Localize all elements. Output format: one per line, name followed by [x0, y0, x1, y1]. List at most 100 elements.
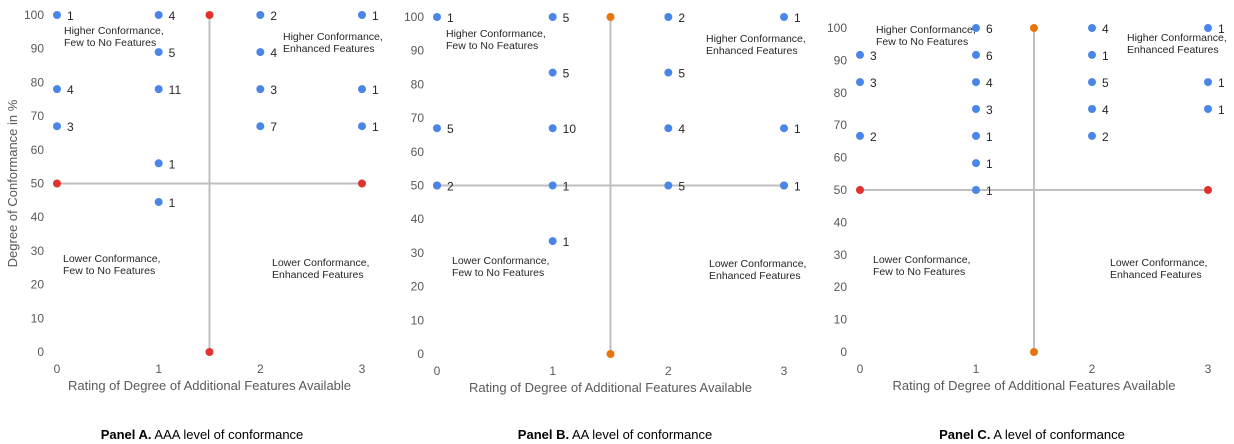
data-point — [1088, 78, 1096, 87]
data-point-label: 3 — [67, 120, 74, 134]
panel-b: 0 10 20 30 40 50 60 70 80 90 100 0 1 2 3 Rating of Degr… — [404, 10, 807, 395]
quadrant-label-bottom-left: Lower Conformance, — [873, 254, 970, 266]
data-point — [972, 131, 980, 140]
data-point-label: 1 — [986, 157, 993, 171]
x-tick-label: 3 — [781, 364, 788, 378]
data-point-label: 5 — [678, 67, 685, 81]
data-point — [664, 181, 673, 190]
data-point — [1204, 78, 1212, 87]
y-tick-label: 0 — [840, 345, 847, 359]
divider-endpoint-marker — [606, 13, 615, 21]
y-tick-label: 40 — [834, 215, 848, 229]
y-tick-label: 60 — [834, 151, 848, 165]
y-tick-label: 40 — [411, 212, 425, 226]
y-tick-label: 10 — [411, 313, 425, 327]
data-point-label: 5 — [563, 67, 570, 81]
data-point — [358, 122, 366, 131]
x-tick-label: 0 — [434, 364, 441, 378]
data-point — [972, 186, 980, 194]
data-point — [256, 11, 265, 19]
data-point-label: 1 — [1218, 103, 1225, 117]
divider-endpoint-marker — [205, 11, 214, 19]
data-point — [53, 85, 61, 94]
quadrant-label-bottom-left: Few to No Features — [873, 266, 965, 278]
x-tick-label: 0 — [857, 362, 864, 376]
data-point-label: 1 — [169, 157, 176, 171]
quadrant-label-top-left: Few to No Features — [64, 37, 156, 49]
divider-endpoint-marker — [205, 348, 214, 356]
data-point — [664, 124, 673, 133]
data-point — [1088, 131, 1096, 140]
quadrant-label-bottom-left: Few to No Features — [63, 265, 155, 277]
data-point — [856, 78, 864, 87]
x-tick-label: 3 — [1205, 362, 1212, 376]
data-point — [358, 85, 366, 94]
data-point — [154, 85, 163, 94]
data-point — [1088, 50, 1096, 59]
quadrant-label-bottom-right: Enhanced Features — [272, 269, 364, 281]
divider-endpoint-marker — [358, 179, 366, 188]
x-tick-label: 1 — [973, 362, 980, 376]
data-point — [1204, 105, 1212, 113]
divider-endpoint-marker — [1030, 348, 1038, 356]
data-point — [53, 122, 61, 131]
y-tick-label: 80 — [411, 77, 425, 91]
quadrant-label-top-right: Enhanced Features — [1127, 44, 1219, 56]
data-point-label: 11 — [169, 83, 182, 97]
y-tick-label: 50 — [834, 183, 848, 197]
data-point — [256, 48, 265, 57]
data-point — [154, 48, 163, 57]
data-point-label: 4 — [1102, 103, 1109, 117]
x-tick-label: 2 — [257, 362, 264, 376]
data-point — [548, 124, 557, 133]
y-tick-label: 70 — [411, 111, 425, 125]
data-point — [256, 85, 265, 94]
y-tick-label: 10 — [31, 311, 45, 325]
data-point-label: 1 — [372, 83, 379, 97]
data-point — [972, 159, 980, 168]
data-point-label: 1 — [563, 235, 570, 249]
data-point — [972, 50, 980, 59]
y-tick-label: 50 — [411, 179, 425, 193]
data-point — [548, 237, 557, 246]
data-point-label: 2 — [870, 130, 877, 144]
y-tick-label: 30 — [411, 246, 425, 260]
data-point — [1088, 24, 1096, 32]
data-point-label: 4 — [678, 122, 685, 136]
panel-a: 0 10 20 30 40 50 60 70 80 90 100 0 1 2 3 Rating of Degr… — [5, 8, 383, 393]
panel-a-caption: Panel A. AAA level of conformance — [101, 427, 304, 442]
divider-endpoint-marker — [1030, 24, 1038, 32]
y-tick-label: 50 — [31, 177, 45, 191]
data-point-label: 1 — [169, 196, 176, 210]
data-point — [664, 13, 673, 21]
data-point-label: 5 — [563, 11, 570, 25]
data-point-label: 4 — [169, 9, 176, 23]
x-axis-label: Rating of Degree of Additional Features … — [68, 378, 351, 393]
data-point-label: 1 — [447, 11, 454, 25]
y-axis-label: Degree of Conformance in % — [5, 99, 20, 267]
data-point — [154, 159, 163, 168]
divider-endpoint-marker — [856, 186, 864, 194]
y-tick-label: 100 — [24, 8, 44, 22]
x-tick-label: 0 — [54, 362, 61, 376]
y-tick-label: 10 — [834, 313, 848, 327]
panel-b-caption-bold: Panel B. — [517, 427, 570, 442]
data-point-label: 2 — [1102, 130, 1109, 144]
x-tick-label: 1 — [549, 364, 556, 378]
x-tick-label: 3 — [359, 362, 366, 376]
data-point-label: 5 — [169, 46, 176, 60]
y-tick-label: 100 — [827, 21, 847, 35]
data-point-label: 3 — [870, 76, 877, 90]
quadrant-label-bottom-right: Enhanced Features — [709, 270, 801, 282]
panel-a-caption-bold: Panel A. — [100, 427, 152, 442]
y-tick-label: 30 — [31, 244, 45, 258]
y-tick-label: 60 — [31, 143, 45, 157]
data-point — [856, 131, 864, 140]
y-tick-label: 90 — [411, 44, 425, 58]
y-tick-label: 80 — [31, 75, 45, 89]
quadrant-label-top-left: Few to No Features — [446, 40, 538, 52]
data-point-label: 5 — [447, 122, 454, 136]
quadrant-label-top-right: Enhanced Features — [706, 45, 798, 57]
panel-c: 0 10 20 30 40 50 60 70 80 90 100 0 1 2 3 Rating of Degr… — [827, 21, 1227, 393]
